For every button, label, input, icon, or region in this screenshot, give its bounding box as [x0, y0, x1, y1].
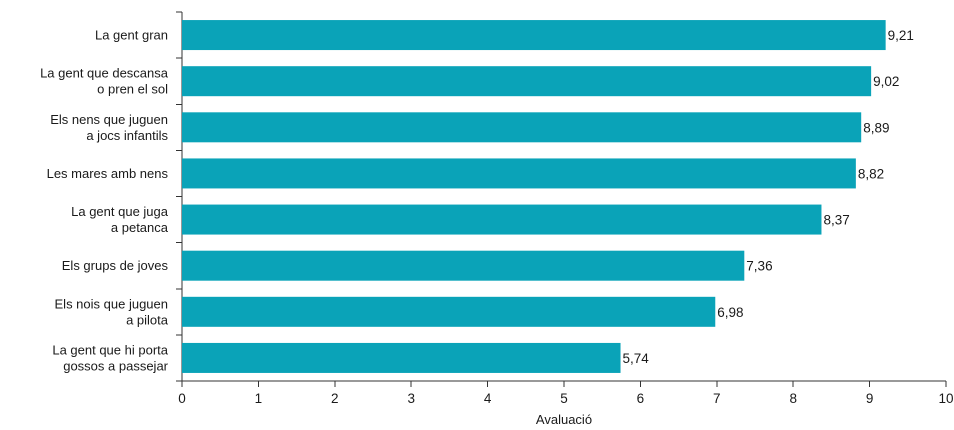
data-label: 8,82: [858, 166, 884, 181]
category-label-line: o pren el sol: [97, 82, 168, 97]
x-tick-label: 10: [938, 391, 953, 406]
category-label: Les mares amb nens: [47, 166, 169, 181]
category-label-line: La gent gran: [95, 28, 168, 43]
x-tick-label: 5: [560, 391, 568, 406]
x-tick-label: 6: [637, 391, 645, 406]
category-label: La gent que juga a petanca: [71, 204, 169, 235]
data-label: 6,98: [717, 305, 743, 320]
data-label: 8,37: [823, 213, 849, 228]
data-label: 9,02: [873, 74, 899, 89]
category-label-line: Els nens que juguen: [50, 112, 168, 127]
category-label-line: Els nois que juguen: [55, 296, 168, 311]
category-label: Els grups de joves: [62, 258, 169, 273]
bar: [182, 204, 822, 235]
category-label-line: La gent que hi porta: [52, 342, 168, 357]
bar: [182, 296, 716, 327]
x-tick-label: 8: [789, 391, 797, 406]
bar: [182, 66, 872, 97]
x-tick-label: 9: [866, 391, 874, 406]
category-labels: La gent gran La gent que descansa o pren e…: [40, 28, 169, 374]
category-label: La gent que hi porta gossos a passejar: [52, 342, 168, 373]
x-ticks: 0 1 2 3 4 5 6 7 8 9 10: [178, 381, 954, 406]
x-tick-label: 7: [713, 391, 721, 406]
bar: [182, 250, 745, 281]
category-label-line: gossos a passejar: [63, 358, 168, 373]
data-labels: 9,21 9,02 8,89 8,82 8,37 7,36 6,98 5,74: [623, 28, 914, 366]
x-tick-label: 1: [255, 391, 263, 406]
bar: [182, 112, 862, 143]
bar: [182, 342, 621, 373]
category-label: La gent que descansa o pren el sol: [40, 66, 169, 97]
x-tick-label: 0: [178, 391, 186, 406]
y-axis: [176, 11, 183, 382]
category-label: Els nens que juguen a jocs infantils: [50, 112, 168, 143]
data-label: 9,21: [888, 28, 914, 43]
category-label-line: La gent que descansa: [40, 66, 169, 81]
bar: [182, 158, 856, 189]
x-tick-label: 4: [484, 391, 492, 406]
x-tick-label: 2: [331, 391, 339, 406]
category-label: La gent gran: [95, 28, 168, 43]
category-label-line: Les mares amb nens: [47, 166, 169, 181]
x-tick-label: 3: [407, 391, 415, 406]
bars: [182, 20, 886, 373]
category-label-line: a petanca: [111, 220, 169, 235]
category-label-line: a jocs infantils: [86, 128, 168, 143]
category-label-line: a pilota: [126, 312, 169, 327]
category-label-line: La gent que juga: [71, 204, 169, 219]
data-label: 5,74: [623, 351, 650, 366]
category-label-line: Els grups de joves: [62, 258, 169, 273]
data-label: 7,36: [746, 259, 772, 274]
data-label: 8,89: [863, 120, 889, 135]
x-axis-title: Avaluació: [536, 412, 592, 427]
bar: [182, 20, 886, 51]
category-label: Els nois que juguen a pilota: [55, 296, 169, 327]
